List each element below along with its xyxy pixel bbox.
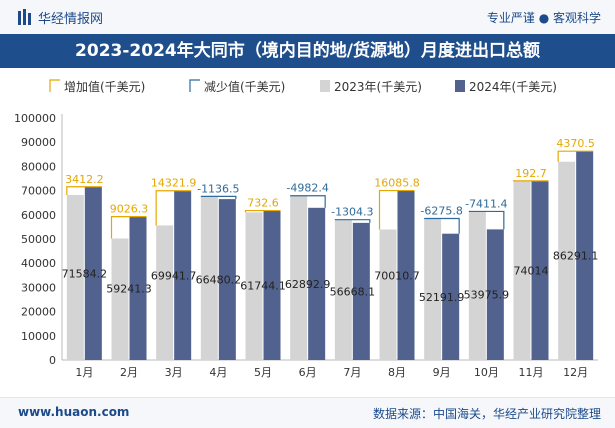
legend-swatch-increase [50, 80, 60, 92]
change-label: 192.7 [515, 167, 547, 180]
y-tick-label: 100000 [14, 112, 56, 125]
change-label: -4982.4 [286, 182, 328, 195]
change-label: 732.6 [247, 197, 279, 210]
legend-label: 2024年(千美元) [469, 80, 557, 94]
change-label: -7411.4 [465, 197, 507, 210]
y-tick-label: 10000 [21, 330, 56, 343]
value-label-2024: 52191.9 [419, 291, 465, 304]
value-label-2024: 61744.1 [240, 279, 286, 292]
x-tick-label: 9月 [433, 366, 451, 379]
x-tick-label: 11月 [519, 366, 544, 379]
y-tick-label: 0 [49, 354, 56, 367]
value-label-2024: 66480.2 [196, 274, 242, 287]
data-source: 数据来源：中国海关，华经产业研究院整理 [373, 405, 601, 422]
legend-label: 增加值(千美元) [64, 79, 145, 94]
brand-name: 华经情报网 [38, 8, 103, 27]
change-label: -1304.3 [331, 206, 373, 219]
bar-2023 [469, 211, 486, 360]
y-tick-label: 70000 [21, 185, 56, 198]
top-bar: 华经情报网 专业严谨 ● 客观科学 [0, 0, 615, 34]
change-label: 16085.8 [374, 177, 420, 190]
value-label-2024: 70010.7 [374, 269, 420, 282]
x-tick-label: 2月 [120, 366, 138, 379]
x-tick-label: 7月 [343, 366, 361, 379]
x-tick-label: 4月 [209, 366, 227, 379]
website-link[interactable]: www.huaon.com [18, 405, 129, 419]
value-label-2024: 71584.2 [62, 267, 108, 280]
y-tick-label: 60000 [21, 209, 56, 222]
value-label-2024: 56668.1 [330, 285, 376, 298]
x-tick-label: 6月 [299, 366, 317, 379]
footer: www.huaon.com 数据来源：中国海关，华经产业研究院整理 [0, 397, 615, 428]
x-tick-label: 12月 [563, 366, 588, 379]
bar-2023 [156, 225, 173, 360]
y-tick-label: 90000 [21, 136, 56, 149]
chart: 增加值(千美元) 减少值(千美元) 2023年(千美元) 2024年(千美元) 0 100… [0, 68, 615, 397]
legend-label: 减少值(千美元) [204, 79, 285, 94]
bar-2023 [424, 219, 441, 360]
change-label: 4370.5 [556, 137, 595, 150]
change-label: 9026.3 [110, 203, 149, 216]
change-label: -1136.5 [197, 182, 239, 195]
chart-title: 2023-2024年大同市（境内目的地/货源地）月度进出口总额 [0, 34, 615, 68]
x-tick-label: 10月 [474, 366, 499, 379]
legend-swatch-b23 [320, 80, 330, 92]
x-tick-label: 3月 [165, 366, 183, 379]
legend-label: 2023年(千美元) [334, 80, 422, 94]
y-tick-label: 20000 [21, 306, 56, 319]
value-label-2024: 69941.7 [151, 269, 197, 282]
value-label-2024: 86291.1 [553, 250, 599, 263]
logo-icon [18, 9, 32, 25]
change-label: 3412.2 [65, 173, 104, 186]
y-tick-label: 40000 [21, 257, 56, 270]
value-label-2024: 62892.9 [285, 278, 331, 291]
bar-2023 [112, 238, 129, 360]
y-tick-label: 30000 [21, 281, 56, 294]
change-label: 14321.9 [151, 177, 197, 190]
legend-swatch-decrease [190, 80, 200, 92]
y-tick-label: 80000 [21, 160, 56, 173]
title-bar: 2023-2024年大同市（境内目的地/货源地）月度进出口总额 [0, 34, 615, 68]
bar-2023 [380, 230, 397, 360]
tagline: 专业严谨 ● 客观科学 [487, 9, 601, 26]
value-label-2024: 53975.9 [464, 289, 510, 302]
x-tick-label: 5月 [254, 366, 272, 379]
y-tick-label: 50000 [21, 233, 56, 246]
x-tick-label: 8月 [388, 366, 406, 379]
legend-swatch-b24 [455, 80, 465, 92]
change-label: -6275.8 [420, 205, 462, 218]
x-tick-label: 1月 [75, 366, 93, 379]
value-label-2024: 74014 [514, 264, 549, 277]
value-label-2024: 59241.3 [106, 282, 152, 295]
